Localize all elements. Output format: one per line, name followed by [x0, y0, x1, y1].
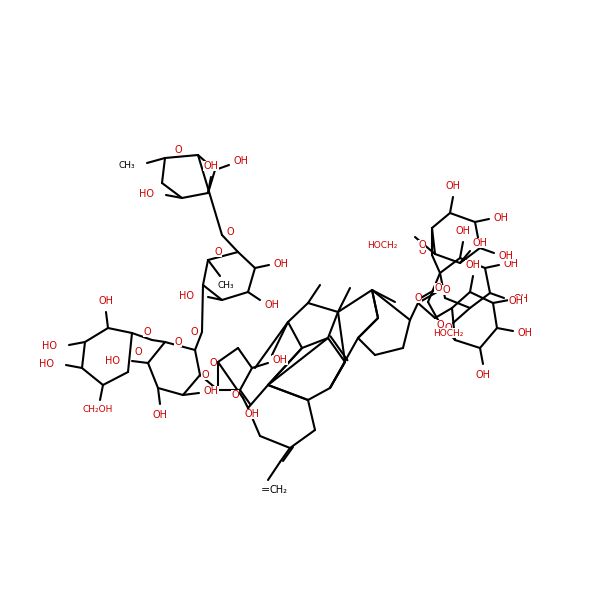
Text: CH₃: CH₃ [118, 161, 135, 170]
Text: O: O [174, 337, 182, 347]
Text: HO: HO [39, 359, 54, 369]
Text: O: O [209, 358, 217, 368]
Text: OH: OH [466, 260, 481, 270]
Text: O: O [442, 285, 450, 295]
Text: O: O [231, 390, 239, 400]
Text: O: O [434, 283, 442, 293]
Text: O: O [414, 293, 422, 303]
Text: O: O [214, 247, 222, 257]
Text: O: O [436, 320, 444, 330]
Text: OH: OH [203, 161, 218, 171]
Text: O: O [134, 347, 142, 357]
Text: O: O [143, 327, 151, 337]
Text: O: O [201, 370, 209, 380]
Text: =: = [262, 485, 271, 495]
Text: OH: OH [476, 370, 491, 380]
Text: OH: OH [203, 386, 218, 396]
Text: OH: OH [265, 300, 280, 310]
Text: OH: OH [503, 259, 518, 269]
Text: O: O [444, 323, 452, 333]
Text: OH: OH [245, 409, 260, 419]
Text: OH: OH [517, 328, 533, 338]
Text: O: O [190, 327, 198, 337]
Text: HOCH₂: HOCH₂ [367, 241, 397, 250]
Text: OH: OH [493, 213, 509, 223]
Text: HOCH₂: HOCH₂ [433, 329, 463, 337]
Text: OH: OH [272, 355, 287, 365]
Text: O: O [174, 145, 182, 155]
Text: O: O [418, 246, 426, 256]
Text: HO: HO [179, 291, 194, 301]
Text: CH₃: CH₃ [218, 281, 235, 290]
Text: CH₂OH: CH₂OH [83, 406, 113, 415]
Text: OH: OH [455, 226, 470, 236]
Text: OH: OH [152, 410, 167, 420]
Text: HO: HO [105, 356, 120, 366]
Text: CH₂: CH₂ [269, 485, 287, 495]
Text: OH: OH [274, 259, 289, 269]
Text: OH: OH [514, 294, 529, 304]
Text: OH: OH [98, 296, 113, 306]
Text: O: O [226, 227, 234, 237]
Text: OH: OH [473, 238, 487, 248]
Text: OH: OH [445, 181, 461, 191]
Text: HO: HO [42, 341, 57, 351]
Text: HO: HO [139, 189, 154, 199]
Text: O: O [418, 240, 426, 250]
Text: OH: OH [499, 251, 514, 261]
Text: OH: OH [233, 156, 248, 166]
Text: OH: OH [509, 296, 523, 306]
